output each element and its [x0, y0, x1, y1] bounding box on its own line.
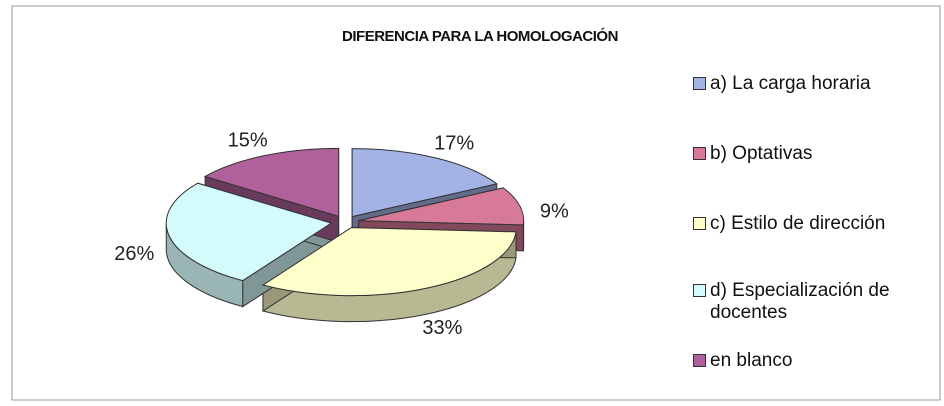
legend-item: c) Estilo de dirección: [693, 213, 941, 235]
legend-item: b) Optativas: [693, 143, 941, 165]
data-label: 17%: [434, 133, 474, 155]
data-label: 9%: [540, 200, 569, 222]
chart-title: DIFERENCIA PARA LA HOMOLOGACIÓN: [342, 27, 618, 45]
data-label: 26%: [114, 243, 154, 265]
legend-swatch: [693, 147, 706, 160]
legend-item: en blanco: [693, 350, 941, 372]
slice: [203, 147, 340, 218]
legend-swatch: [693, 354, 706, 367]
slice: [351, 148, 498, 218]
legend-swatch: [693, 284, 706, 297]
slice: [358, 187, 525, 226]
legend-swatch: [693, 77, 706, 90]
slice: [261, 227, 517, 297]
legend-swatch: [693, 217, 706, 230]
legend-label: en blanco: [710, 350, 793, 371]
pie-labels: 17% 9% 33% 26% 15%: [114, 129, 569, 339]
legend-label: c) Estilo de dirección: [710, 213, 886, 234]
pie-tops: [165, 147, 525, 297]
legend-item: a) La carga horaria: [693, 73, 941, 95]
slice: [165, 182, 333, 282]
legend-label: b) Optativas: [710, 143, 813, 164]
data-label: 15%: [228, 129, 268, 151]
data-label: 33%: [422, 317, 462, 339]
legend-label: d) Especialización de docentes: [710, 280, 890, 323]
legend-item: d) Especialización de docentes: [693, 280, 941, 324]
legend-label: a) La carga horaria: [710, 73, 871, 94]
